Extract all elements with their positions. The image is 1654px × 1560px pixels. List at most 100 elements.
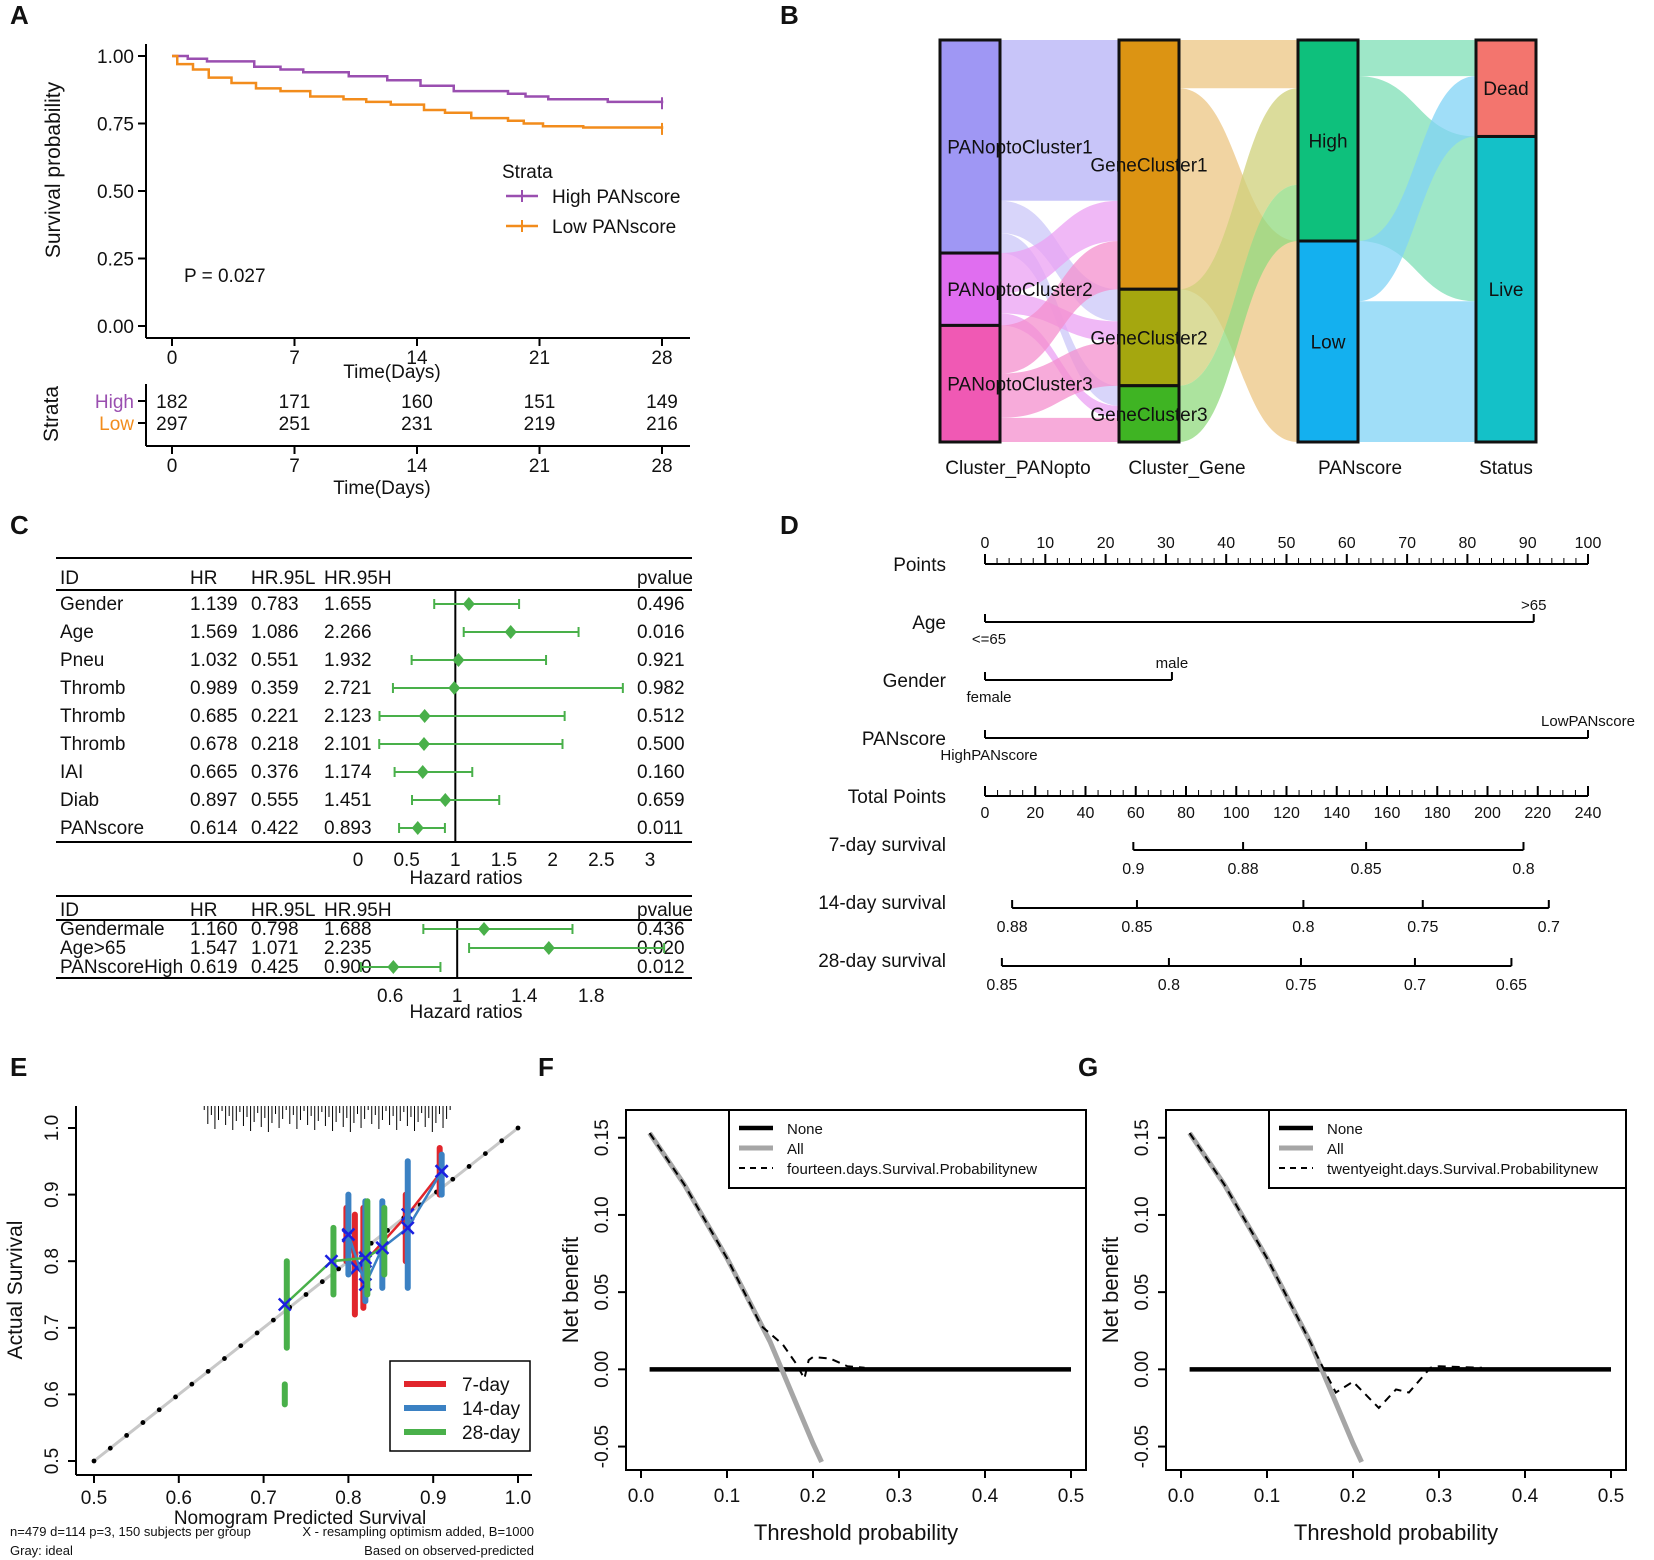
x-tick-label: 0.9 bbox=[420, 1488, 446, 1509]
legend-label: None bbox=[787, 1121, 823, 1138]
risk-table-title: Strata bbox=[40, 386, 63, 442]
sankey-node bbox=[1296, 38, 1360, 243]
row-hr: 0.678 bbox=[190, 734, 238, 755]
panel-g-decision-curve: G -0.05 0.00 0.05 0.10 0.15 0.0 0.1 0.2 0.3 0.4 0.5… bbox=[1078, 1052, 1627, 1545]
optimism-corrected-marker bbox=[375, 1240, 390, 1255]
panel-label-b: B bbox=[780, 0, 799, 30]
legend-label: 28-day bbox=[462, 1423, 521, 1444]
row-hr-upper: 2.101 bbox=[324, 734, 372, 755]
optimism-corrected-marker bbox=[324, 1254, 339, 1269]
row-pvalue: 0.496 bbox=[637, 594, 685, 615]
y-tick-label: 0.15 bbox=[592, 1119, 613, 1156]
risk-x-tick-label: 28 bbox=[651, 456, 672, 477]
x-axis-title: Nomogram Predicted Survival bbox=[174, 1508, 426, 1529]
x-tick-label: 0.2 bbox=[800, 1486, 826, 1507]
risk-x-tick-label: 7 bbox=[289, 456, 300, 477]
sankey-node bbox=[938, 251, 1002, 327]
panel-c-forest-plot: C ID HR HR.95L HR.95H pvalue Gender 1.139 0.783 1… bbox=[10, 510, 693, 1023]
forest-x-tick-label: 0 bbox=[353, 850, 364, 871]
row-pvalue: 0.016 bbox=[637, 622, 685, 643]
sankey-node-label: Low bbox=[1311, 333, 1346, 354]
row-hr: 0.665 bbox=[190, 762, 238, 783]
apparent-dot bbox=[303, 1292, 309, 1297]
panel-b-sankey: B PANoptoCluster1 PANoptoCluster2 PANoptoCl… bbox=[780, 0, 1538, 479]
nomogram-tick-label: 220 bbox=[1524, 805, 1551, 822]
legend-label: 7-day bbox=[462, 1375, 510, 1396]
row-pvalue: 0.982 bbox=[637, 678, 685, 699]
row-hr-lower: 0.425 bbox=[251, 957, 299, 978]
x-tick-label: 0.2 bbox=[1340, 1486, 1366, 1507]
dca-curve-all bbox=[1187, 1131, 1364, 1464]
row-hr: 1.139 bbox=[190, 594, 238, 615]
table-header-cell: HR bbox=[190, 568, 217, 589]
nomogram-tick-label: 80 bbox=[1459, 535, 1477, 552]
y-tick-label: 0.25 bbox=[97, 250, 134, 271]
hr-point bbox=[478, 922, 490, 936]
km-curve-high bbox=[172, 54, 664, 104]
forest-x-tick-label: 1.5 bbox=[491, 850, 517, 871]
x-tick-label: 0 bbox=[167, 348, 178, 369]
nomogram-tick-label: 0 bbox=[981, 805, 990, 822]
optimism-corrected-marker bbox=[358, 1250, 373, 1265]
y-tick-label: 0.05 bbox=[1132, 1274, 1153, 1311]
apparent-dot bbox=[515, 1125, 521, 1131]
sankey-node bbox=[1117, 384, 1181, 444]
table-header-cell: HR.95H bbox=[324, 568, 392, 589]
row-hr-lower: 0.422 bbox=[251, 818, 299, 839]
row-id: Thromb bbox=[60, 706, 125, 727]
row-hr-lower: 0.376 bbox=[251, 762, 299, 783]
nomogram-tick-label: 100 bbox=[1223, 805, 1250, 822]
nomogram-row-label: Points bbox=[893, 555, 946, 576]
row-hr-upper: 2.235 bbox=[324, 938, 372, 959]
row-hr-upper: 2.266 bbox=[324, 622, 372, 643]
calibration-line-28-day bbox=[283, 1246, 383, 1306]
x-tick-label: 0.3 bbox=[1426, 1486, 1452, 1507]
nomogram-tick-label: 80 bbox=[1177, 805, 1195, 822]
row-pvalue: 0.921 bbox=[637, 650, 685, 671]
footnote: Based on observed-predicted bbox=[364, 1543, 534, 1558]
legend-title: Strata bbox=[502, 162, 553, 183]
nomogram-level-label: >65 bbox=[1521, 597, 1546, 614]
risk-count: 182 bbox=[156, 392, 188, 413]
sankey-node bbox=[1296, 239, 1360, 444]
nomogram-tick-label: 200 bbox=[1474, 805, 1501, 822]
panel-f-decision-curve: F -0.05 0.00 0.05 0.10 0.15 0.0 0.1 0.2 0.3 0.4 0.5… bbox=[538, 1052, 1087, 1545]
hr-point bbox=[452, 653, 465, 667]
risk-row-label: Low bbox=[99, 414, 134, 435]
row-hr-upper: 1.655 bbox=[324, 594, 372, 615]
sankey-flow bbox=[1000, 417, 1119, 442]
nomogram-prob-label: 0.88 bbox=[1228, 861, 1259, 878]
table-header-cell: ID bbox=[60, 900, 79, 921]
nomogram-prob-label: 0.7 bbox=[1404, 977, 1426, 994]
footnote: X - resampling optimism added, B=1000 bbox=[302, 1524, 534, 1539]
sankey-flow bbox=[1000, 200, 1119, 294]
y-tick-label: -0.05 bbox=[1132, 1425, 1153, 1468]
x-axis-title: Threshold probability bbox=[754, 1520, 958, 1545]
x-tick-label: 0.0 bbox=[1168, 1486, 1194, 1507]
y-tick-label: 0.00 bbox=[97, 317, 134, 338]
panel-label-e: E bbox=[10, 1052, 27, 1082]
nomogram-prob-label: 0.7 bbox=[1538, 919, 1560, 936]
sankey-axis-label: Cluster_PANopto bbox=[945, 458, 1090, 479]
nomogram-prob-label: 0.85 bbox=[986, 977, 1017, 994]
x-tick-label: 0.4 bbox=[1512, 1486, 1539, 1507]
nomogram-tick-label: 180 bbox=[1424, 805, 1451, 822]
row-hr: 0.614 bbox=[190, 818, 238, 839]
forest-x-tick-label: 1.8 bbox=[578, 986, 604, 1007]
hr-point bbox=[418, 709, 431, 723]
row-hr: 1.032 bbox=[190, 650, 238, 671]
x-tick-label: 0.1 bbox=[1254, 1486, 1280, 1507]
y-axis-title: Survival probability bbox=[42, 81, 65, 258]
panel-label-a: A bbox=[10, 0, 29, 30]
nomogram-prob-label: 0.75 bbox=[1285, 977, 1316, 994]
sankey-node bbox=[1117, 38, 1181, 291]
row-id: Gendermale bbox=[60, 919, 165, 940]
y-tick-label: 0.8 bbox=[42, 1248, 63, 1274]
sankey-node-label: GeneCluster1 bbox=[1090, 156, 1207, 177]
panel-label-f: F bbox=[538, 1052, 554, 1082]
nomogram-prob-label: 0.75 bbox=[1407, 919, 1438, 936]
forest-x-tick-label: 1.4 bbox=[511, 986, 538, 1007]
apparent-dot bbox=[482, 1151, 488, 1157]
apparent-dot bbox=[107, 1445, 113, 1451]
row-hr: 1.569 bbox=[190, 622, 238, 643]
